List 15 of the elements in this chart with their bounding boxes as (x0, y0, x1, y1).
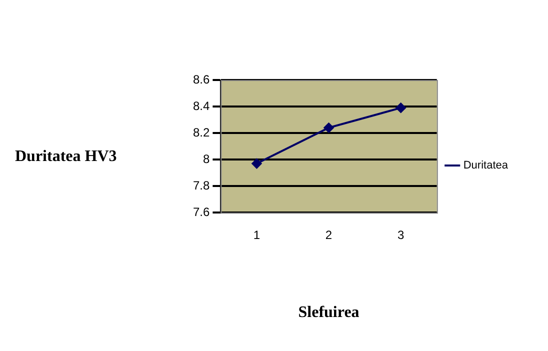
y-tick-label: 8.2 (192, 125, 210, 140)
y-axis-title: Duritatea HV3 (15, 148, 117, 166)
point (396, 102, 406, 113)
y-tick-label: 7.8 (192, 178, 210, 192)
y-tick-label: 8 (202, 152, 210, 166)
point (324, 122, 334, 133)
x-tick-label: 3 (397, 228, 404, 242)
y-tick-label: 8.6 (192, 72, 210, 86)
x-axis-title: Slefuirea (298, 304, 360, 322)
point (252, 158, 262, 169)
y-tick-label: 7.6 (192, 204, 210, 219)
x-tick-label: 1 (253, 228, 260, 242)
legend-label: Duritatea (463, 160, 509, 172)
y-tick-label: 8.4 (192, 98, 210, 113)
x-tick-label: 2 (325, 228, 332, 242)
